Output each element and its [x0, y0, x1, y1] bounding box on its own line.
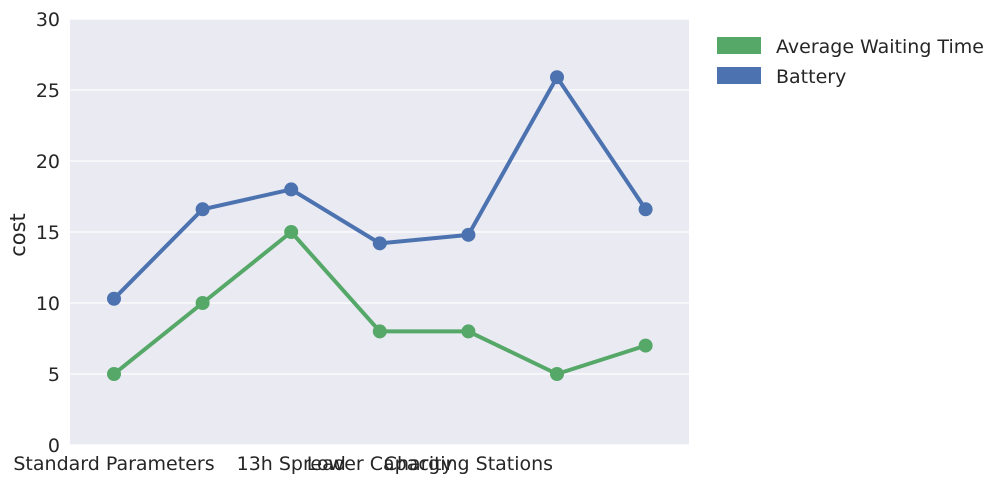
- series-points: [107, 70, 653, 381]
- x-tick-label: Standard Parameters: [13, 453, 214, 475]
- legend-swatch: [717, 37, 761, 54]
- y-tick-label: 20: [36, 151, 60, 173]
- y-tick-label: 0: [48, 435, 60, 457]
- data-point: [372, 236, 387, 251]
- legend: Average Waiting Time Battery: [717, 36, 984, 88]
- legend-label: Average Waiting Time: [776, 36, 984, 58]
- data-point: [550, 367, 564, 381]
- y-tick-label: 25: [36, 80, 60, 102]
- grid-lines: [70, 18, 689, 446]
- data-point: [284, 225, 299, 239]
- data-point: [107, 291, 121, 306]
- data-point: [638, 202, 653, 217]
- x-tick-label: Charging Stations: [384, 453, 553, 475]
- y-tick-label: 15: [36, 222, 60, 244]
- x-tick-label: 13h Spread: [237, 453, 346, 475]
- data-point: [550, 70, 564, 85]
- data-point: [195, 296, 210, 310]
- legend-swatch: [717, 67, 761, 84]
- data-point: [107, 367, 121, 381]
- data-point: [461, 227, 476, 242]
- data-point: [638, 338, 653, 353]
- y-tick-label: 5: [48, 364, 60, 386]
- y-tick-labels: 0 5 10 15 20 25 30: [36, 9, 60, 457]
- y-tick-label: 30: [36, 9, 60, 31]
- data-point: [284, 182, 299, 197]
- y-axis-label: cost: [6, 213, 30, 257]
- data-point: [461, 324, 476, 339]
- legend-label: Battery: [776, 66, 846, 88]
- data-point: [372, 324, 387, 339]
- data-point: [195, 202, 210, 217]
- y-tick-label: 10: [36, 293, 60, 315]
- x-tick-label: Lower Capacity: [307, 453, 453, 475]
